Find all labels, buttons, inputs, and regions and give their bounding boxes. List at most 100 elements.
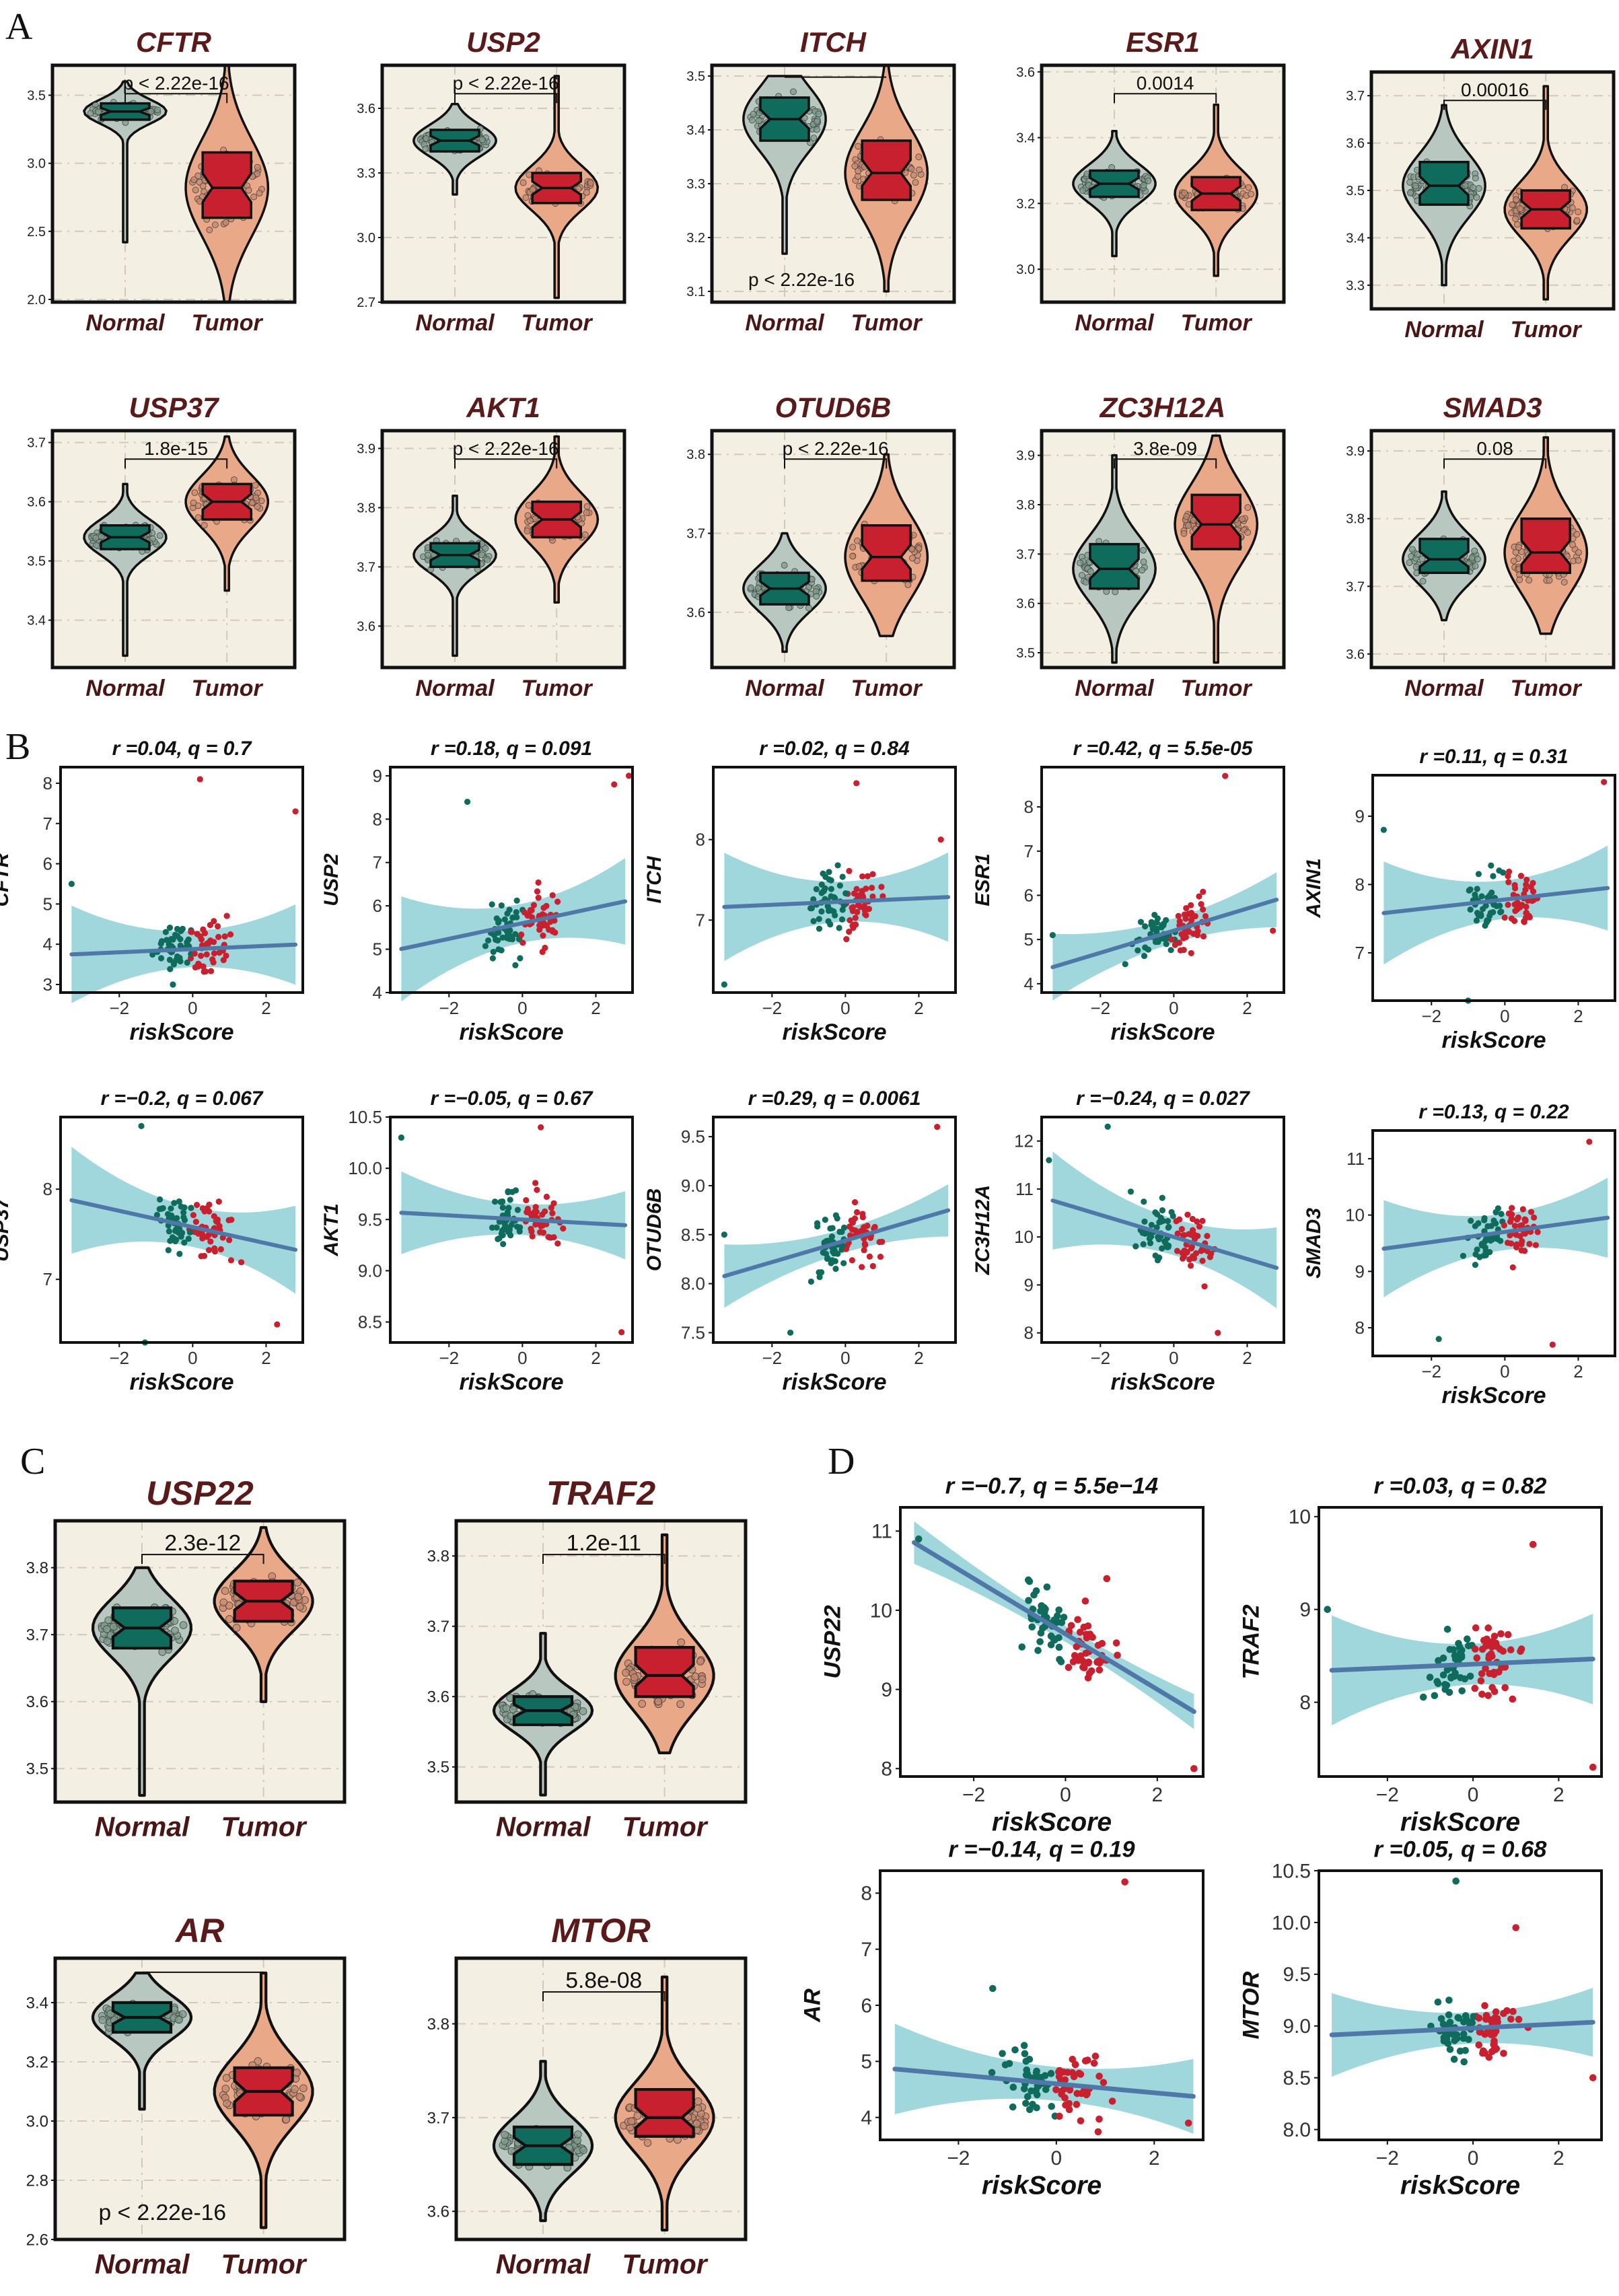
data-point [622,1668,630,1677]
data-point [154,106,161,114]
y-tick-label: 3.5 [686,69,705,84]
y-tick-label: 4 [373,982,382,1003]
normal-point [1495,1205,1501,1212]
tumor-point [1086,1630,1094,1638]
tumor-point [197,952,205,959]
tumor-point [1052,2086,1060,2093]
normal-box [1089,542,1140,590]
outlier-point [1324,1606,1332,1614]
normal-point [813,886,820,892]
normal-point [166,1228,172,1235]
y-tick-label: 3.5 [1346,184,1365,199]
tumor-point [869,871,876,877]
data-point [700,2122,709,2130]
normal-point [178,1203,184,1210]
chart-title: SMAD3 [1443,392,1542,423]
normal-point [842,890,849,897]
tumor-point [1065,1663,1073,1672]
normal-point [482,943,489,949]
outlier-point [1586,1139,1593,1145]
tumor-point [869,884,875,891]
tumor-box [1520,517,1571,574]
p-value: p < 2.22e-16 [748,269,855,290]
tumor-point [843,936,850,943]
data-point [1515,544,1522,551]
normal-point [816,925,823,932]
p-value: 1.8e-15 [144,438,208,459]
normal-point [820,870,826,877]
outlier-point [464,798,471,805]
chart-title: r =0.04, q = 0.7 [112,738,252,760]
tumor-point [1191,1231,1198,1238]
tumor-point [549,1210,556,1217]
scatter-chart-ar: r =−0.14, q = 0.19 −2 0 2 4 5 6 7 8 riskScore AR [799,1836,1204,2200]
normal-point [186,1229,194,1236]
tumor-point [1207,1254,1214,1260]
x-tick-label-normal: Normal [496,2248,591,2279]
y-axis-label: OTUD6B [643,1188,665,1271]
x-tick-label-normal: Normal [415,676,495,701]
tumor-point [1186,1256,1193,1263]
tumor-point [1090,2059,1098,2067]
y-tick-label: 8.0 [1283,2119,1311,2141]
tumor-point [1531,1214,1538,1221]
y-tick-label: 7 [373,853,382,873]
tumor-point [1108,2097,1116,2105]
chart-title: r =−0.24, q = 0.027 [1076,1087,1250,1110]
tumor-point [861,1247,867,1254]
data-point [191,489,199,497]
normal-point [174,933,181,939]
chart-title: USP2 [466,26,540,58]
normal-point [166,925,174,931]
y-tick-label: 3.7 [427,1618,449,1636]
outlier-point [618,1329,625,1336]
tumor-point [1497,1630,1505,1638]
tumor-point [541,920,548,927]
normal-point [498,947,505,954]
x-tick-label: −2 [109,1348,129,1368]
normal-point [156,1206,163,1213]
scatter-chart-otud6b: r =0.29, q = 0.0061 −2 0 2 7.5 8.0 8.5 9.0 9.5 ri… [643,1087,957,1395]
tumor-point [1511,1223,1518,1229]
chart-title: r =0.13, q = 0.22 [1418,1101,1569,1123]
y-tick-label: 9 [373,766,382,786]
tumor-point [1200,933,1207,940]
tumor-point [1200,888,1207,895]
normal-point [1445,1688,1453,1696]
data-point [851,162,859,170]
normal-point [1443,1625,1451,1633]
normal-point [1043,1583,1051,1591]
x-tick-label-tumor: Tumor [851,676,923,701]
normal-point [1488,889,1495,896]
tumor-point [1186,928,1192,935]
outlier-point [1049,932,1056,939]
plot-background [52,431,295,668]
normal-violin [412,495,497,657]
y-tick-label: 6 [373,896,382,916]
data-point [524,528,531,534]
outlier-point [1601,779,1608,785]
data-point [677,1638,686,1647]
tumor-point [195,960,202,967]
normal-point [498,902,505,909]
data-point [478,136,486,143]
y-tick-label: 7 [43,814,52,834]
tumor-point [1079,1657,1087,1665]
outlier-point [1452,1877,1460,1885]
tumor-point [861,1242,869,1248]
data-point [915,153,923,161]
normal-point [157,955,165,962]
tumor-point [228,1216,235,1223]
data-point [294,1592,303,1601]
y-tick-label: 6 [861,1995,872,2017]
data-point [1245,184,1252,191]
tumor-point [1112,1639,1120,1647]
normal-point [1496,867,1503,874]
normal-point [840,1224,848,1231]
normal-point [1039,1624,1046,1632]
tumor-point [535,879,542,886]
outlier-point [988,1984,997,1993]
y-tick-label: 3.7 [27,436,46,451]
y-tick-label: 9.0 [358,1260,382,1281]
tumor-point [859,1211,866,1217]
